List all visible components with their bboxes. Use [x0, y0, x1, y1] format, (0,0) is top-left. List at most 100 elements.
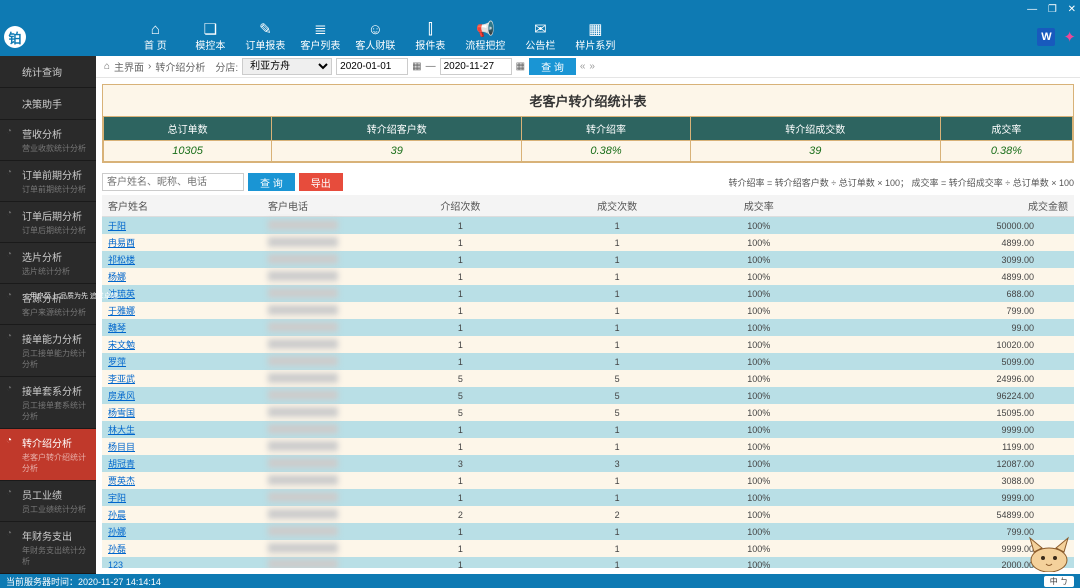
- sidebar-item-label: 年财务支出: [22, 528, 88, 543]
- topnav-item[interactable]: ▦样片系列: [568, 22, 623, 52]
- sidebar-item[interactable]: 接单能力分析员工接单能力统计分析: [0, 325, 96, 377]
- date-from-input[interactable]: [336, 58, 408, 75]
- customer-name[interactable]: 宋文勉: [108, 340, 135, 350]
- topnav-item[interactable]: ⫿报件表: [403, 22, 458, 52]
- grid-header[interactable]: 介绍次数: [382, 195, 539, 217]
- customer-name[interactable]: 于雅娜: [108, 306, 135, 316]
- maximize-button[interactable]: ❐: [1048, 4, 1057, 15]
- table-row[interactable]: 杨雪国 5 5 100% 15095.00: [102, 404, 1074, 421]
- customer-phone: [268, 237, 338, 247]
- table-row[interactable]: 宇阳 1 1 100% 9999.00: [102, 489, 1074, 506]
- table-row[interactable]: 杨娜 1 1 100% 4899.00: [102, 268, 1074, 285]
- table-row[interactable]: 魏琴 1 1 100% 99.00: [102, 319, 1074, 336]
- intro-count: 1: [382, 557, 539, 568]
- customer-name[interactable]: 魏琴: [108, 323, 126, 333]
- table-row[interactable]: 孙磊 1 1 100% 9999.00: [102, 540, 1074, 557]
- customer-name[interactable]: 林大生: [108, 425, 135, 435]
- home-icon[interactable]: ⌂: [104, 61, 110, 72]
- table-row[interactable]: 沈琉英 1 1 100% 688.00: [102, 285, 1074, 302]
- notification-icon[interactable]: ✦: [1063, 28, 1076, 46]
- customer-name[interactable]: 孙娜: [108, 527, 126, 537]
- topnav-item[interactable]: ☺客人财联: [348, 22, 403, 52]
- sidebar-item[interactable]: 订单后期分析订单后期统计分析: [0, 202, 96, 243]
- minimize-button[interactable]: —: [1027, 4, 1037, 15]
- mascot-icon[interactable]: [1024, 532, 1074, 572]
- customer-name[interactable]: 罗萍: [108, 357, 126, 367]
- ime-indicator[interactable]: 中 ㄅ: [1044, 576, 1074, 587]
- topnav-item[interactable]: ✎订单报表: [238, 22, 293, 52]
- deal-count: 1: [539, 353, 696, 370]
- sidebar-item[interactable]: 接单套系分析员工接单套系统计分析: [0, 377, 96, 429]
- customer-name[interactable]: 杨娜: [108, 272, 126, 282]
- breadcrumb-root[interactable]: 主界面: [114, 59, 144, 74]
- table-row[interactable]: 孙晨 2 2 100% 54899.00: [102, 506, 1074, 523]
- sidebar-item[interactable]: 订单前期分析订单前期统计分析: [0, 161, 96, 202]
- customer-name[interactable]: 孙磊: [108, 544, 126, 554]
- date-to-input[interactable]: [440, 58, 512, 75]
- deal-rate: 100%: [696, 370, 823, 387]
- customer-name[interactable]: 123: [108, 560, 123, 568]
- customer-phone: [268, 254, 338, 264]
- customer-name[interactable]: 冉易酉: [108, 238, 135, 248]
- grid-header[interactable]: 成交金额: [822, 195, 1074, 217]
- table-row[interactable]: 冉易酉 1 1 100% 4899.00: [102, 234, 1074, 251]
- topnav-item[interactable]: ⌂首 页: [128, 22, 183, 52]
- search-button[interactable]: 查 询: [248, 173, 295, 191]
- table-row[interactable]: 罗萍 1 1 100% 5099.00: [102, 353, 1074, 370]
- topnav-item[interactable]: ❏模控本: [183, 22, 238, 52]
- customer-name[interactable]: 胡冠青: [108, 459, 135, 469]
- customer-name[interactable]: 杨目目: [108, 442, 135, 452]
- table-row[interactable]: 孙娜 1 1 100% 799.00: [102, 523, 1074, 540]
- sidebar-item[interactable]: 年财务支出年财务支出统计分析: [0, 522, 96, 574]
- sidebar-item-sub: 员工业绩统计分析: [22, 504, 88, 515]
- table-row[interactable]: 房承风 5 5 100% 96224.00: [102, 387, 1074, 404]
- customer-name[interactable]: 宇阳: [108, 493, 126, 503]
- topnav-item[interactable]: ≣客户列表: [293, 22, 348, 52]
- table-row[interactable]: 杨目目 1 1 100% 1199.00: [102, 438, 1074, 455]
- topnav-item[interactable]: 📢流程把控: [458, 22, 513, 52]
- table-row[interactable]: 于阳 1 1 100% 50000.00: [102, 217, 1074, 235]
- sidebar-item[interactable]: 选片分析选片统计分析: [0, 243, 96, 284]
- customer-name[interactable]: 于阳: [108, 221, 126, 231]
- store-select[interactable]: 利亚方舟: [242, 58, 332, 75]
- table-row[interactable]: 宋文勉 1 1 100% 10020.00: [102, 336, 1074, 353]
- customer-name[interactable]: 李亚武: [108, 374, 135, 384]
- next-button[interactable]: »: [589, 61, 595, 72]
- customer-name[interactable]: 贾英杰: [108, 476, 135, 486]
- deal-count: 1: [539, 557, 696, 568]
- sidebar-item-label: 选片分析: [22, 249, 88, 264]
- table-row[interactable]: 胡冠青 3 3 100% 12087.00: [102, 455, 1074, 472]
- table-row[interactable]: 林大生 1 1 100% 9999.00: [102, 421, 1074, 438]
- table-row[interactable]: 于雅娜 1 1 100% 799.00: [102, 302, 1074, 319]
- word-icon[interactable]: W: [1037, 28, 1055, 46]
- sidebar-item[interactable]: 员工业绩员工业绩统计分析: [0, 481, 96, 522]
- customer-name[interactable]: 孙晨: [108, 510, 126, 520]
- deal-amount: 50000.00: [822, 217, 1074, 235]
- calendar-icon[interactable]: ▦: [412, 61, 421, 72]
- sidebar-item[interactable]: 统计查询: [0, 56, 96, 88]
- query-button[interactable]: 查 询: [529, 58, 576, 75]
- deal-count: 1: [539, 540, 696, 557]
- grid-header[interactable]: 客户姓名: [102, 195, 262, 217]
- sidebar-item[interactable]: 客源分析客户来源统计分析: [0, 284, 96, 325]
- search-input[interactable]: [102, 173, 244, 191]
- export-button[interactable]: 导出: [299, 173, 343, 191]
- customer-name[interactable]: 房承风: [108, 391, 135, 401]
- calendar-icon[interactable]: ▦: [516, 61, 525, 72]
- table-row[interactable]: 贾英杰 1 1 100% 3088.00: [102, 472, 1074, 489]
- table-row[interactable]: 李亚武 5 5 100% 24996.00: [102, 370, 1074, 387]
- grid-header[interactable]: 客户电话: [262, 195, 382, 217]
- table-row[interactable]: 祁松楼 1 1 100% 3099.00: [102, 251, 1074, 268]
- sidebar-item[interactable]: 营收分析营业收款统计分析: [0, 120, 96, 161]
- topnav-item[interactable]: ✉公告栏: [513, 22, 568, 52]
- sidebar-item[interactable]: 转介绍分析老客户转介绍统计分析: [0, 429, 96, 481]
- close-button[interactable]: ✕: [1068, 4, 1076, 15]
- customer-name[interactable]: 祁松楼: [108, 255, 135, 265]
- sidebar-item[interactable]: 决策助手: [0, 88, 96, 120]
- customer-name[interactable]: 杨雪国: [108, 408, 135, 418]
- grid-header[interactable]: 成交率: [696, 195, 823, 217]
- nav-label: 订单报表: [245, 37, 285, 52]
- grid-header[interactable]: 成交次数: [539, 195, 696, 217]
- table-row[interactable]: 123 1 1 100% 2000.00: [102, 557, 1074, 568]
- prev-button[interactable]: «: [580, 61, 586, 72]
